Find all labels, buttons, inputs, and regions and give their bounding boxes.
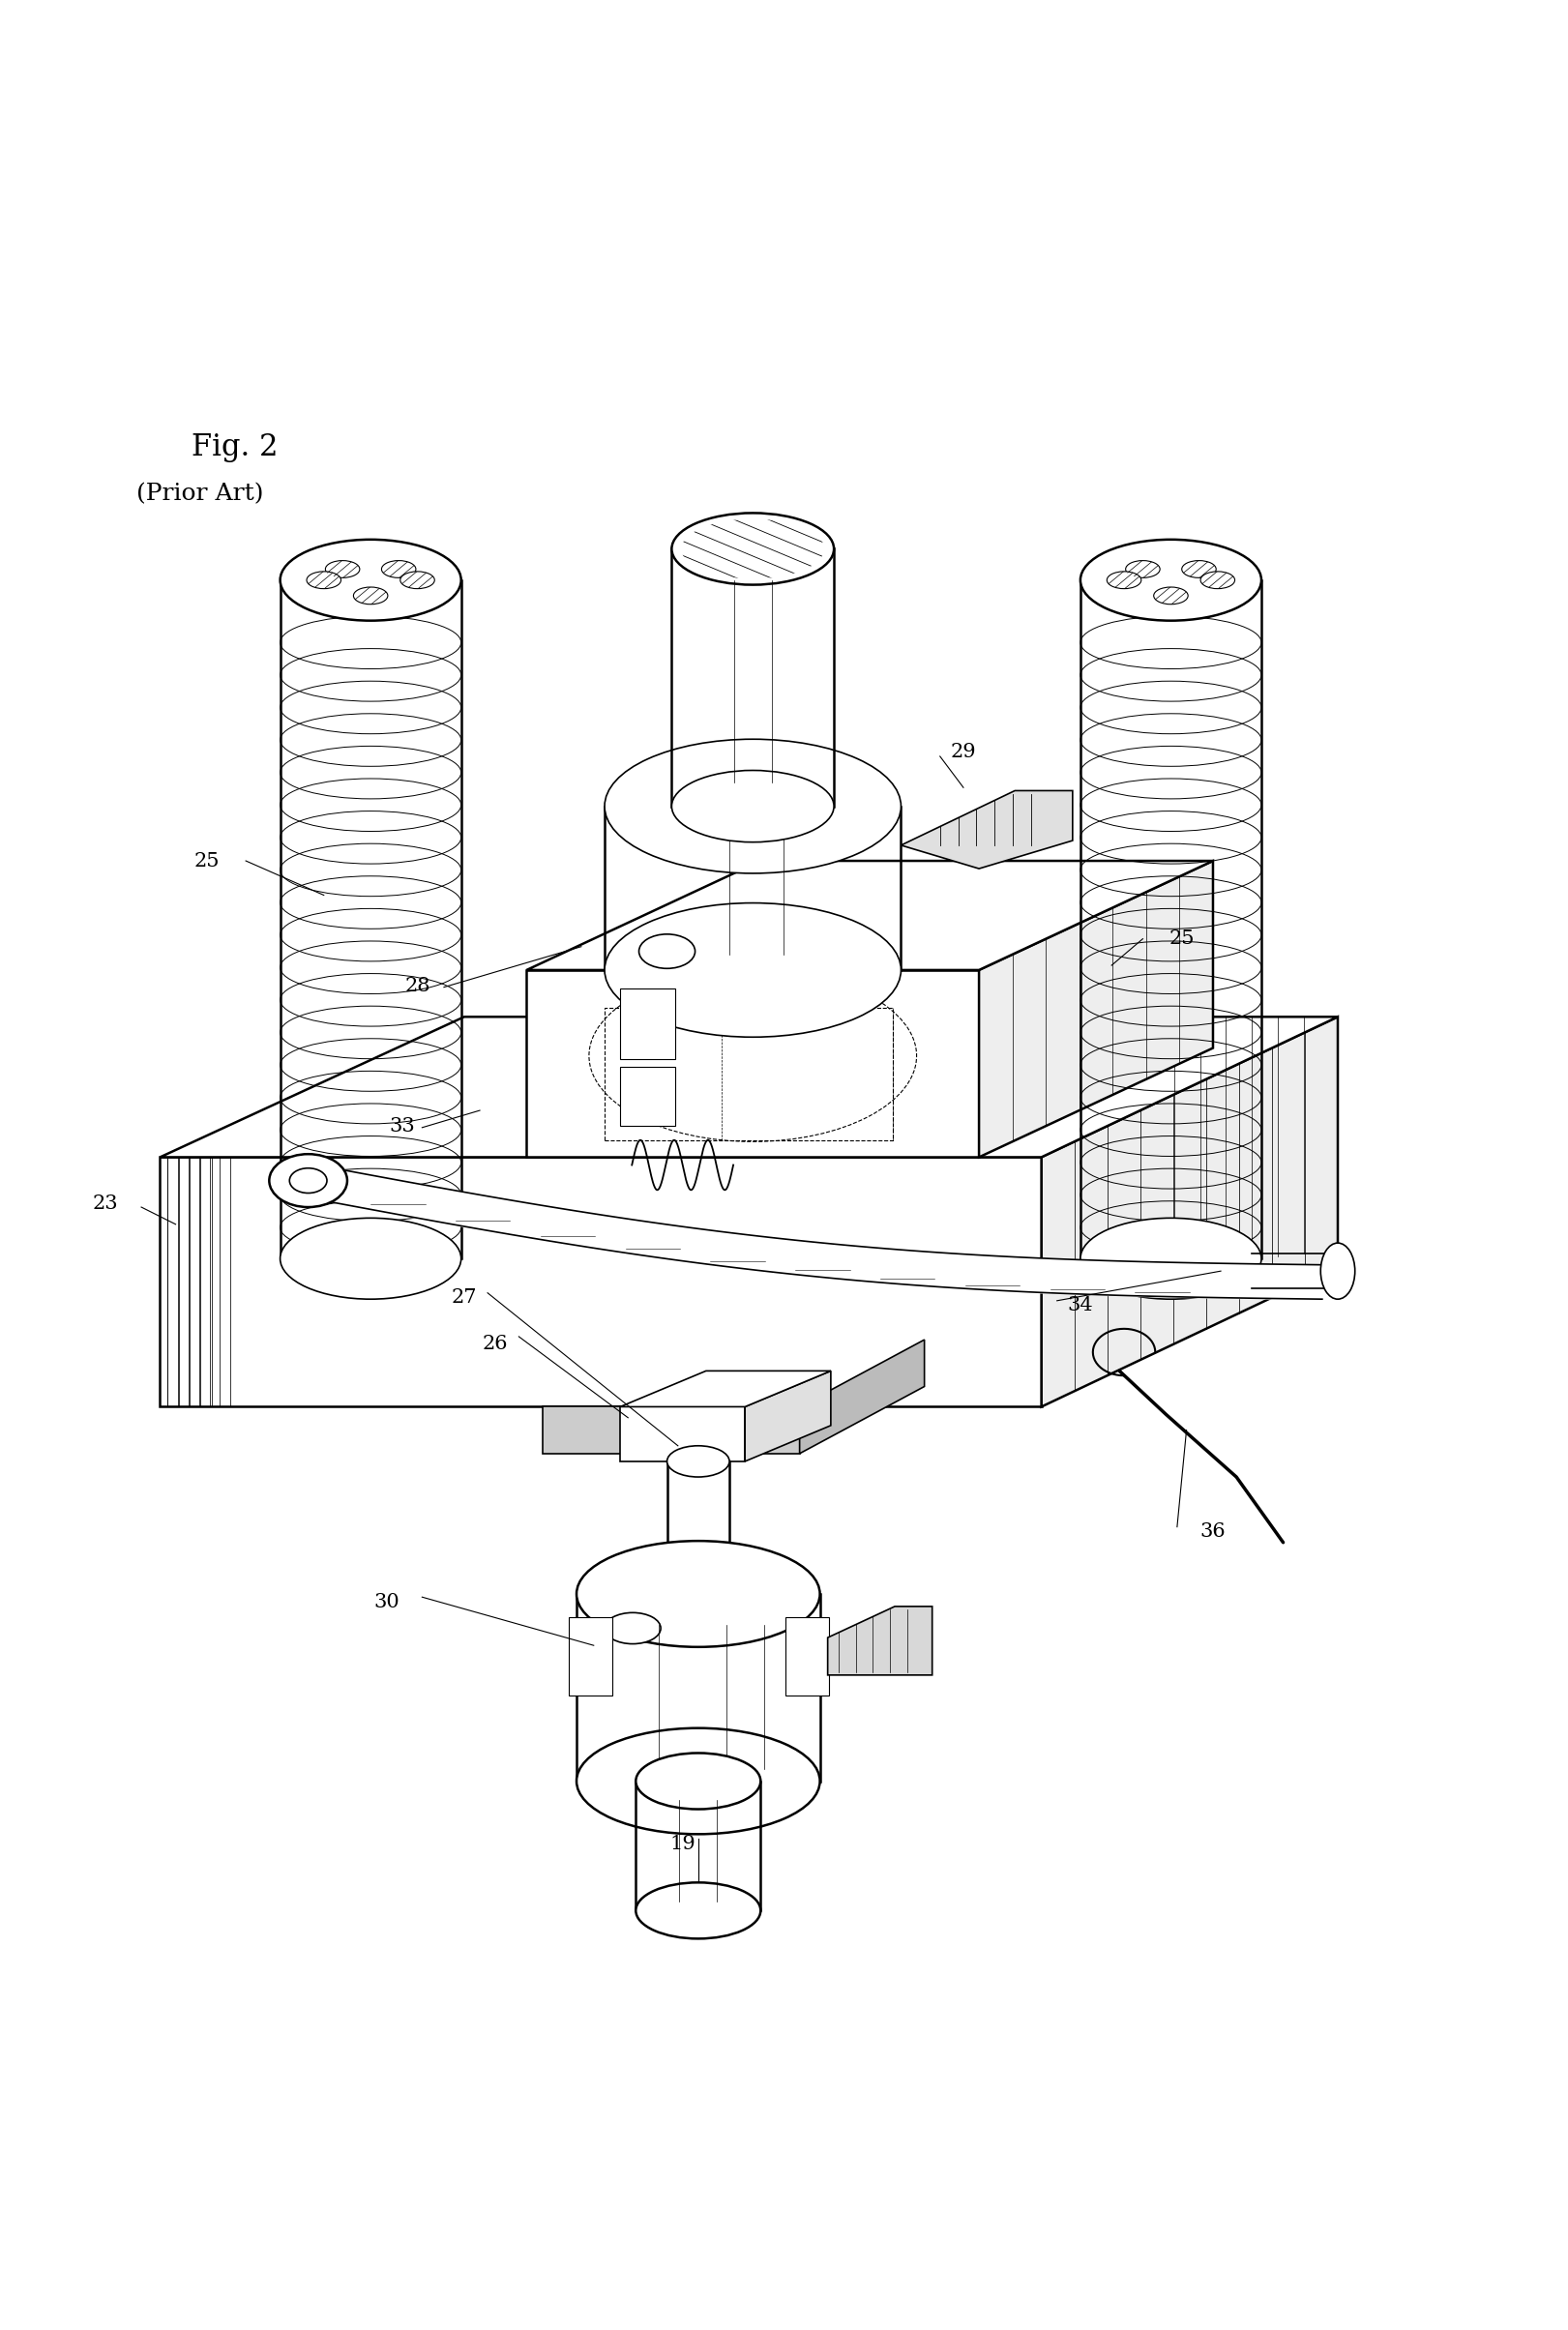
Polygon shape bbox=[745, 1370, 831, 1461]
Polygon shape bbox=[1041, 1016, 1338, 1407]
Ellipse shape bbox=[1080, 541, 1261, 620]
Ellipse shape bbox=[1107, 571, 1142, 589]
Ellipse shape bbox=[381, 562, 416, 578]
Ellipse shape bbox=[1182, 562, 1217, 578]
Text: Fig. 2: Fig. 2 bbox=[191, 433, 278, 461]
Text: 27: 27 bbox=[452, 1288, 477, 1307]
Polygon shape bbox=[621, 1370, 831, 1407]
Ellipse shape bbox=[1201, 571, 1236, 589]
Ellipse shape bbox=[1154, 587, 1189, 603]
Text: 25: 25 bbox=[1170, 930, 1195, 948]
Polygon shape bbox=[160, 1158, 1041, 1407]
Ellipse shape bbox=[577, 1729, 820, 1834]
Ellipse shape bbox=[353, 587, 387, 603]
Ellipse shape bbox=[290, 1167, 328, 1193]
Ellipse shape bbox=[635, 1752, 760, 1808]
Polygon shape bbox=[160, 1016, 1338, 1158]
Text: 33: 33 bbox=[389, 1116, 416, 1135]
Ellipse shape bbox=[605, 739, 902, 874]
Ellipse shape bbox=[281, 541, 461, 620]
Text: 34: 34 bbox=[1068, 1295, 1093, 1314]
Polygon shape bbox=[902, 790, 1073, 869]
Polygon shape bbox=[527, 860, 1214, 969]
Ellipse shape bbox=[281, 1219, 461, 1300]
Text: 25: 25 bbox=[194, 853, 220, 869]
Ellipse shape bbox=[326, 562, 359, 578]
Bar bbox=[605, 1007, 894, 1139]
Text: 29: 29 bbox=[950, 743, 977, 762]
Polygon shape bbox=[828, 1605, 933, 1675]
Bar bbox=[621, 988, 674, 1058]
Ellipse shape bbox=[666, 1577, 729, 1610]
Ellipse shape bbox=[307, 571, 340, 589]
Bar bbox=[621, 1067, 674, 1125]
Polygon shape bbox=[543, 1407, 800, 1454]
Ellipse shape bbox=[638, 934, 695, 969]
Ellipse shape bbox=[671, 771, 834, 841]
Polygon shape bbox=[800, 1340, 925, 1454]
Text: 19: 19 bbox=[670, 1834, 696, 1852]
Ellipse shape bbox=[635, 1883, 760, 1939]
Ellipse shape bbox=[1320, 1242, 1355, 1300]
Text: 23: 23 bbox=[93, 1195, 118, 1214]
Text: 26: 26 bbox=[483, 1335, 508, 1354]
Ellipse shape bbox=[577, 1540, 820, 1647]
Polygon shape bbox=[527, 969, 978, 1158]
Ellipse shape bbox=[1126, 562, 1160, 578]
Ellipse shape bbox=[671, 513, 834, 585]
Polygon shape bbox=[621, 1407, 745, 1461]
Ellipse shape bbox=[400, 571, 434, 589]
Text: (Prior Art): (Prior Art) bbox=[136, 482, 263, 506]
Text: 30: 30 bbox=[373, 1591, 400, 1610]
Polygon shape bbox=[978, 860, 1214, 1158]
Ellipse shape bbox=[1080, 1219, 1261, 1300]
Bar bbox=[786, 1617, 829, 1696]
Ellipse shape bbox=[666, 1445, 729, 1477]
Ellipse shape bbox=[605, 1612, 660, 1645]
Text: 28: 28 bbox=[405, 976, 430, 995]
Text: 36: 36 bbox=[1200, 1521, 1226, 1540]
Bar bbox=[569, 1617, 613, 1696]
Ellipse shape bbox=[605, 904, 902, 1037]
Ellipse shape bbox=[270, 1153, 347, 1207]
